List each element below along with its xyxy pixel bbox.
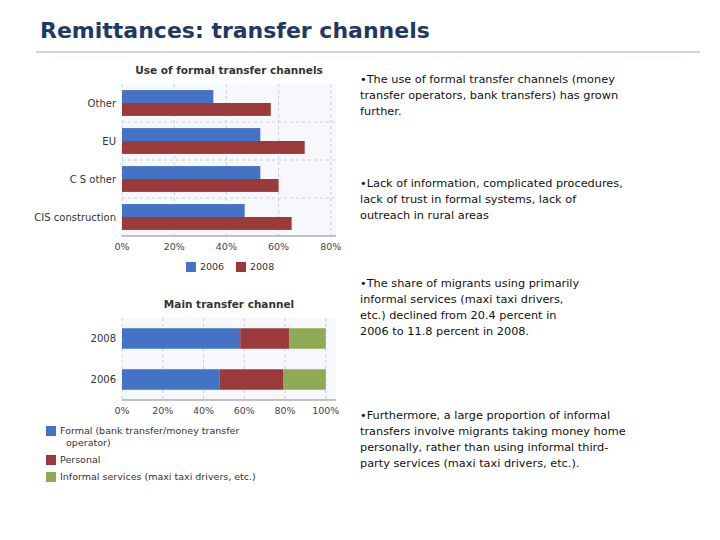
bar-segment (240, 328, 289, 349)
category-separator (122, 160, 336, 161)
x-tick-label: 60% (268, 241, 289, 252)
bar-segment (220, 369, 283, 390)
bar-segment (122, 369, 220, 390)
legend-label: 2008 (250, 261, 274, 272)
x-tick-label: 40% (216, 241, 237, 252)
bar (122, 166, 260, 179)
page-title: Remittances: transfer channels (40, 18, 430, 43)
bar-segment (122, 328, 240, 349)
x-tick-label: 0% (114, 405, 129, 416)
legend-swatch (236, 262, 246, 272)
bar (122, 141, 305, 154)
category-label: C S other (70, 174, 117, 185)
category-label: Other (88, 98, 117, 109)
x-tick-label: 80% (320, 241, 341, 252)
legend-swatch (46, 455, 56, 465)
legend-label: Informal services (maxi taxi drivers, et… (60, 471, 256, 482)
plot-area (122, 318, 336, 400)
x-tick-label: 20% (164, 241, 185, 252)
bar (122, 217, 292, 230)
legend-label: Personal (60, 454, 100, 465)
legend-label: Formal (bank transfer/money transfer ope… (60, 425, 239, 448)
category-label: 2006 (91, 374, 116, 385)
x-axis-line (122, 236, 336, 237)
bar (122, 204, 245, 217)
bar (122, 179, 279, 192)
x-tick-label: 0% (114, 241, 129, 252)
legend-swatch (46, 426, 56, 436)
category-label: CIS construction (34, 212, 116, 223)
x-tick-label: 100% (312, 405, 339, 416)
bullet-text: •Furthermore, a large proportion of info… (360, 409, 626, 470)
x-tick-label: 40% (193, 405, 214, 416)
legend-label: 2006 (200, 261, 224, 272)
bullet-text: •The share of migrants using primarilyin… (360, 277, 580, 338)
chart: Main transfer channel 0% 20% 40% 60% 80% 100% 2… (46, 298, 339, 482)
page: Remittances: transfer channels •The use o… (0, 0, 720, 540)
x-tick-label: 60% (234, 405, 255, 416)
bullet-text: •The use of formal transfer channels (mo… (360, 73, 618, 118)
chart-title: Use of formal transfer channels (135, 64, 322, 76)
x-tick-label: 20% (152, 405, 173, 416)
bullet-text: •Lack of information, complicated proced… (360, 177, 623, 222)
legend-swatch (46, 472, 56, 482)
chart-title: Main transfer channel (164, 298, 294, 310)
title-rule (36, 51, 700, 53)
category-separator (122, 122, 336, 123)
x-tick-label: 80% (274, 405, 295, 416)
bar-segment (289, 328, 326, 349)
bar-segment (283, 369, 326, 390)
category-label: 2008 (91, 333, 116, 344)
chart: Use of formal transfer channels 0% 20% 40% 6… (34, 64, 341, 272)
legend-swatch (186, 262, 196, 272)
x-axis-line (122, 400, 336, 401)
category-separator (122, 198, 336, 199)
bar (122, 103, 271, 116)
bar (122, 90, 213, 103)
plot-area (122, 84, 336, 236)
category-label: EU (102, 136, 116, 147)
grid-line (330, 84, 331, 236)
legend: Formal (bank transfer/money transfer ope… (46, 425, 256, 482)
legend: 2006 2008 (186, 261, 274, 272)
bar (122, 128, 260, 141)
bars (122, 328, 326, 390)
